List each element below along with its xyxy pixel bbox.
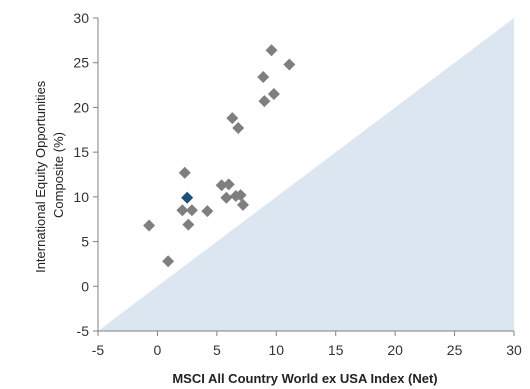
- data-point: [257, 71, 270, 84]
- x-tick-label: 0: [154, 342, 162, 358]
- data-point: [237, 198, 250, 211]
- x-axis-ticks: -5 0 5 10 15 20 25 30: [92, 331, 522, 358]
- y-axis-ticks: -5 0 5 10 15 20 25 30: [73, 10, 98, 339]
- y-tick-label: 30: [73, 10, 89, 26]
- x-tick-label: 20: [387, 342, 403, 358]
- data-point: [185, 204, 198, 217]
- shaded-region: [98, 18, 514, 331]
- data-point: [176, 204, 189, 217]
- y-axis-title-line-1: International Equity Opportunities: [33, 80, 48, 273]
- data-point: [258, 95, 271, 108]
- x-tick-label: 5: [213, 342, 221, 358]
- data-point: [178, 166, 191, 179]
- x-axis-title: MSCI All Country World ex USA Index (Net…: [172, 371, 437, 386]
- data-point: [226, 112, 239, 125]
- y-axis-title-line-2: Composite (%): [51, 132, 66, 218]
- data-point: [232, 121, 245, 134]
- y-tick-label: 5: [81, 234, 89, 250]
- highlight-point: [181, 191, 194, 204]
- y-tick-label: 15: [73, 144, 89, 160]
- data-point: [267, 88, 280, 101]
- data-point: [220, 191, 233, 204]
- x-tick-label: 10: [268, 342, 284, 358]
- x-tick-label: -5: [92, 342, 105, 358]
- data-point: [234, 189, 247, 202]
- y-axis-title: International Equity Opportunities Compo…: [33, 77, 66, 273]
- data-point: [283, 58, 296, 71]
- y-tick-label: 0: [81, 278, 89, 294]
- y-tick-label: 20: [73, 99, 89, 115]
- data-point: [222, 178, 235, 191]
- data-point: [265, 44, 278, 57]
- x-tick-label: 15: [328, 342, 344, 358]
- data-point: [215, 179, 228, 192]
- data-point: [201, 205, 214, 218]
- y-tick-label: 10: [73, 189, 89, 205]
- data-point: [182, 218, 195, 231]
- x-tick-label: 30: [506, 342, 522, 358]
- y-tick-label: 25: [73, 55, 89, 71]
- data-point: [162, 255, 175, 268]
- plot-area: [97, 18, 514, 332]
- data-point: [143, 219, 156, 232]
- x-tick-label: 25: [447, 342, 463, 358]
- y-tick-label: -5: [77, 323, 90, 339]
